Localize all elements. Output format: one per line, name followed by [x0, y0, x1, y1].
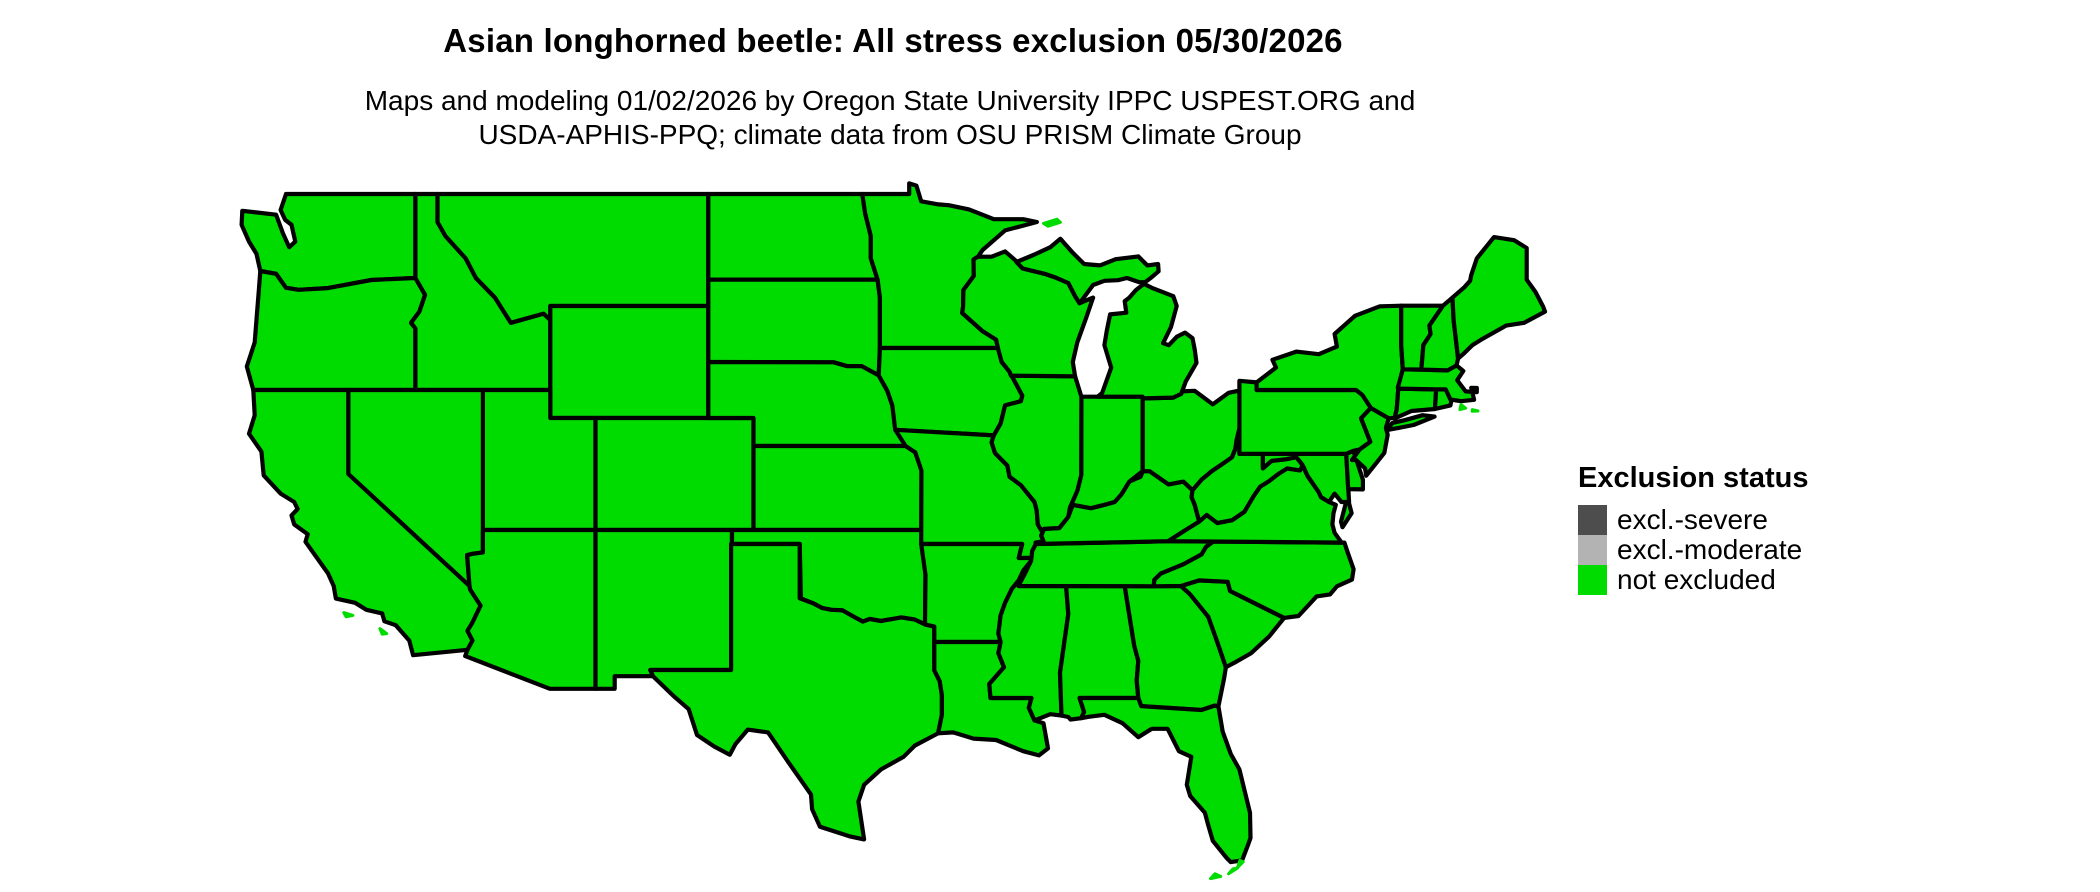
state-shape-oh: [1140, 388, 1242, 493]
island-shape: [1042, 217, 1062, 228]
page-title: Asian longhorned beetle: All stress excl…: [443, 22, 1343, 59]
legend-color-swatch: [1578, 535, 1607, 565]
map-subtitle: Maps and modeling 01/02/2026 by Oregon S…: [365, 84, 1416, 152]
island-shape: [342, 611, 355, 619]
legend-item-label: excl.-moderate: [1617, 534, 1803, 565]
legend-item-label: excl.-severe: [1617, 504, 1768, 535]
island-shape: [1209, 872, 1223, 881]
legend-item: excl.-moderate: [1578, 535, 1808, 565]
legend-color-swatch: [1578, 565, 1607, 595]
subtitle-line-2: USDA-APHIS-PPQ; climate data from OSU PR…: [478, 119, 1302, 150]
state-shape-nj: [1349, 405, 1391, 478]
state-shape-miu: [1014, 236, 1161, 306]
island-shape: [378, 627, 389, 636]
state-shape-il: [989, 369, 1084, 533]
legend-item: not excluded: [1578, 565, 1808, 595]
legend-title: Exclusion status: [1578, 462, 1809, 494]
legend: Exclusion status excl.-severe excl.-moder…: [1578, 462, 1808, 595]
states-group: [239, 181, 1548, 881]
state-shape-co: [593, 415, 756, 533]
legend-item-label: not excluded: [1617, 564, 1776, 595]
island-shape: [1227, 866, 1240, 876]
legend-item: excl.-severe: [1578, 505, 1808, 535]
state-shape-nm: [593, 527, 735, 691]
subtitle-line-1: Maps and modeling 01/02/2026 by Oregon S…: [364, 85, 1416, 116]
state-shape-md: [1260, 451, 1352, 505]
legend-items: excl.-severe excl.-moderate not excluded: [1578, 505, 1808, 595]
state-shape-az: [463, 527, 598, 691]
state-shape-me: [1450, 235, 1548, 361]
island-shape: [1470, 408, 1480, 413]
state-shape-or: [244, 268, 428, 393]
legend-color-swatch: [1578, 505, 1607, 535]
state-shape-wy: [548, 303, 711, 421]
state-shape-fl: [1077, 695, 1253, 865]
island-shape: [1458, 403, 1468, 412]
state-shape-mil: [1095, 281, 1199, 401]
state-shape-li: [1385, 413, 1437, 433]
state-shape-nd: [706, 191, 880, 282]
island-shape: [1236, 858, 1245, 869]
state-shape-ks: [751, 443, 924, 533]
state-shape-tx: [648, 541, 944, 842]
state-shape-va2: [1338, 500, 1354, 530]
